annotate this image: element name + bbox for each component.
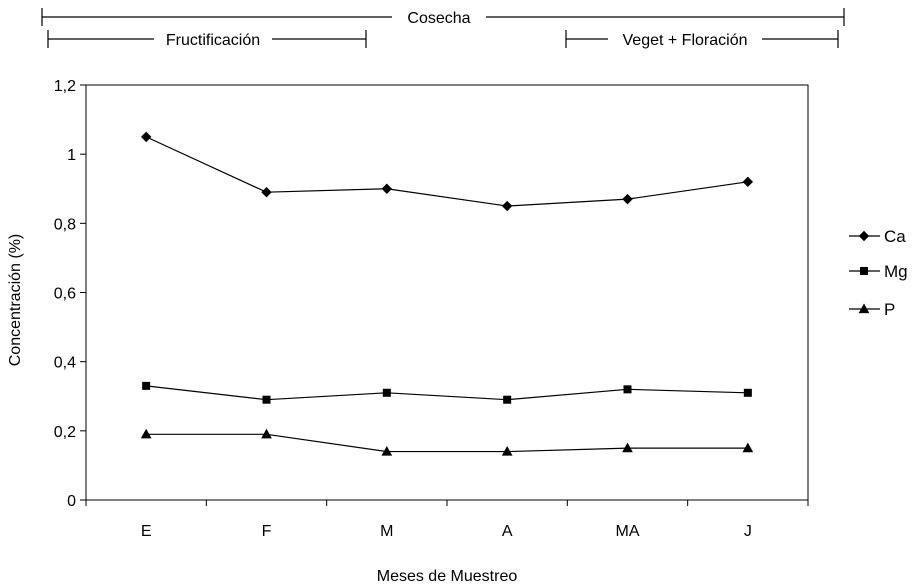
data-point-mg	[262, 395, 271, 404]
series-line-ca	[145, 136, 748, 207]
x-tick-label: M	[380, 523, 393, 540]
x-tick-label: F	[262, 523, 272, 540]
x-axis-title: Meses de Muestreo	[377, 568, 518, 584]
series-group	[140, 131, 754, 456]
y-tick-label: 0,2	[54, 424, 76, 441]
data-point-ca	[381, 183, 393, 194]
legend-item-p: P	[849, 300, 895, 319]
data-point-mg	[503, 395, 512, 404]
legend-label-p: P	[884, 300, 895, 319]
data-point-p	[140, 428, 152, 439]
legend: Ca Mg P	[849, 227, 908, 319]
data-point-ca	[140, 131, 152, 143]
plot-area-border	[85, 84, 809, 501]
y-tick-label: 1	[67, 147, 76, 164]
cosecha-label: Cosecha	[407, 10, 470, 27]
legend-label-mg: Mg	[884, 262, 908, 281]
data-point-p	[381, 446, 393, 456]
y-tick-label: 0,8	[54, 216, 76, 233]
fructificacion-label: Fructificación	[166, 32, 260, 49]
data-point-mg	[142, 381, 151, 390]
series-line-mg	[146, 385, 748, 401]
y-axis-title: Concentración (%)	[7, 234, 24, 367]
data-point-mg	[382, 388, 391, 397]
data-point-ca	[261, 187, 272, 198]
y-axis: 0 0,2 0,4 0,6 0,8 1 1,2	[54, 78, 86, 510]
legend-marker-ca	[858, 230, 870, 242]
data-point-mg	[743, 388, 752, 397]
series-ca	[140, 131, 754, 212]
legend-item-ca: Ca	[849, 227, 906, 246]
data-point-p	[742, 442, 754, 453]
data-point-ca	[622, 193, 633, 205]
data-point-ca	[742, 176, 754, 188]
y-tick-label: 0,4	[54, 355, 76, 372]
veget-floracion-label: Veget + Floración	[623, 32, 748, 49]
y-tick-label: 0,6	[54, 286, 76, 303]
legend-label-ca: Ca	[884, 227, 906, 246]
y-tick-label: 0	[67, 493, 76, 510]
y-tick-label: 1,2	[54, 78, 76, 95]
data-point-ca	[501, 200, 513, 212]
data-point-p	[622, 442, 633, 453]
data-point-mg	[623, 385, 632, 394]
x-tick-label: E	[141, 523, 152, 540]
series-p	[140, 428, 754, 456]
x-tick-label: MA	[616, 523, 640, 540]
series-mg	[142, 381, 752, 404]
period-annotations: Cosecha Fructificación Veget + Floración	[41, 8, 845, 49]
data-point-p	[501, 446, 513, 456]
legend-item-mg: Mg	[849, 262, 908, 281]
x-axis: E F M A MA J	[85, 500, 809, 540]
x-tick-label: A	[502, 523, 513, 540]
legend-marker-mg	[860, 267, 868, 275]
series-line-p	[146, 433, 748, 453]
data-point-p	[261, 428, 272, 439]
x-tick-label: J	[744, 523, 752, 540]
legend-marker-p	[858, 303, 870, 314]
